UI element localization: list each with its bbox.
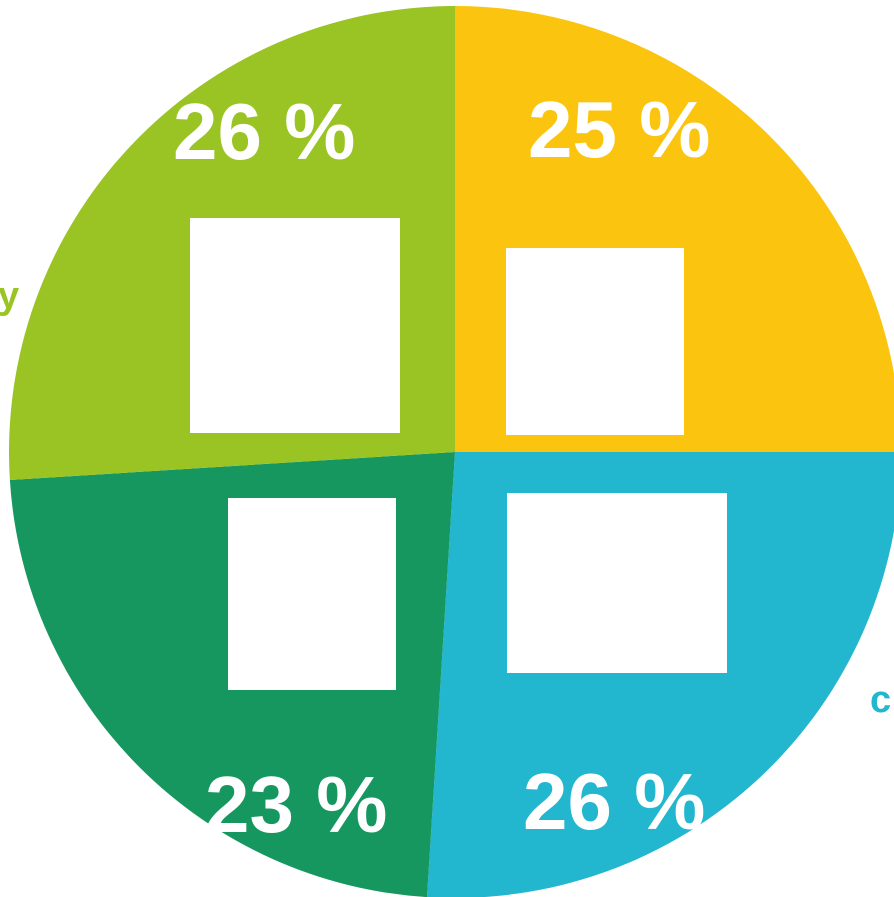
slice-label-1: 25 % [528, 85, 710, 174]
slice-label-2: 26 % [523, 757, 705, 846]
slice-label-3: 23 % [205, 760, 387, 849]
slice-label-4: 26 % [173, 87, 355, 176]
edge-label-right: c [870, 679, 891, 721]
slice-icon-placeholder-2 [507, 493, 727, 673]
slice-icon-placeholder-4 [190, 218, 400, 433]
edge-label-left: y [0, 275, 19, 317]
slice-icon-placeholder-3 [228, 498, 396, 690]
pie-slices [8, 6, 894, 897]
slice-icon-placeholder-1 [506, 248, 684, 435]
